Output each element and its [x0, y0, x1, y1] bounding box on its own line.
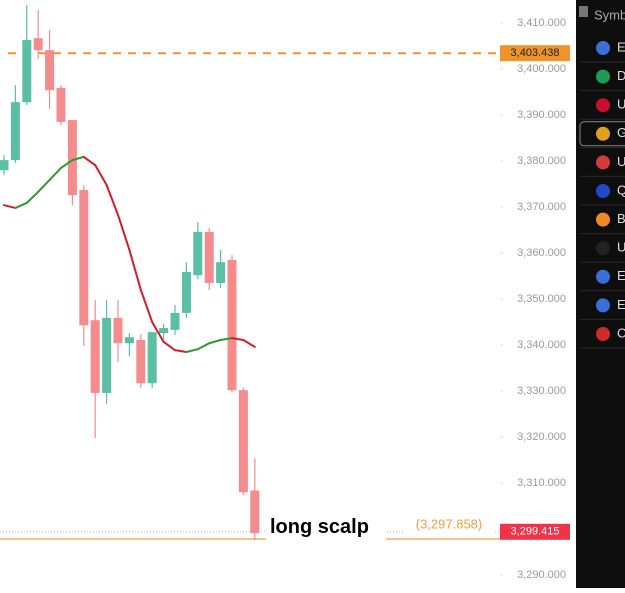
- y-tick-label: 3,380.000: [517, 155, 566, 167]
- ma-segment: [60, 159, 74, 169]
- symbol-name: E: [617, 297, 625, 312]
- candle-body: [0, 160, 9, 171]
- symbol-icon: [596, 69, 610, 84]
- candle-body: [113, 317, 123, 344]
- symbol-name: C: [617, 325, 625, 340]
- candle-body: [170, 312, 180, 330]
- y-tick-label: 3,360.000: [517, 247, 566, 259]
- candle-body: [102, 317, 112, 393]
- y-tick-label: 3,370.000: [517, 201, 566, 213]
- y-tick-label: 3,290.000: [517, 569, 566, 581]
- support-label-bg: [404, 516, 494, 535]
- ma-segment: [117, 213, 131, 251]
- symbol-icon: [596, 184, 610, 198]
- symbol-icon: [596, 155, 610, 170]
- symbol-name: D: [617, 68, 625, 83]
- sidebar-selected: [579, 121, 625, 147]
- symbol-name: E: [617, 39, 625, 54]
- y-tick-label: 3,340.000: [517, 339, 566, 351]
- symbol-icon: [596, 126, 610, 141]
- ma-segment: [174, 349, 188, 353]
- ma-segment: [185, 348, 199, 353]
- ma-segment: [242, 339, 256, 348]
- candle-body: [33, 38, 43, 51]
- y-tick-label: 3,400.000: [517, 63, 566, 75]
- symbol-name: U: [617, 154, 625, 169]
- symbol-name: G: [617, 125, 625, 140]
- symbol-name: B: [617, 211, 625, 226]
- ma-segment: [94, 164, 108, 186]
- header-icon: [579, 6, 588, 17]
- candle-body: [124, 337, 134, 344]
- candle-body: [181, 271, 191, 313]
- candle-body: [147, 332, 157, 384]
- symbol-icon: [596, 41, 610, 55]
- ma-segment: [139, 288, 154, 324]
- ma-segment: [25, 190, 40, 204]
- annotation: long scalp: [270, 516, 369, 538]
- candle-body: [22, 40, 32, 103]
- symbol-icon: [596, 241, 610, 256]
- symbol-name: U: [617, 97, 625, 112]
- ma-segment: [231, 337, 245, 342]
- candle-body: [10, 102, 20, 161]
- alert-label-bg: [500, 45, 570, 62]
- ma-segment: [3, 204, 17, 209]
- candle-body: [216, 262, 226, 283]
- alert-label: 3,403.438: [511, 47, 560, 59]
- candle-body: [79, 190, 89, 326]
- symbol-icon: [596, 327, 610, 341]
- ma-segment: [105, 183, 119, 216]
- y-tick-label: 3,350.000: [517, 293, 566, 305]
- y-tick-label: 3,320.000: [517, 431, 566, 443]
- candle-body: [45, 50, 55, 91]
- symbol-name: U: [617, 240, 625, 255]
- candle-body: [250, 490, 260, 534]
- sidebar: [576, 0, 625, 588]
- candle-body: [227, 259, 237, 391]
- ma-segment: [14, 201, 28, 209]
- y-tick-label: 3,310.000: [517, 477, 566, 489]
- candle-body: [136, 340, 146, 384]
- candle-body: [193, 231, 203, 276]
- symbol-icon: [596, 98, 610, 113]
- symbol-icon: [596, 269, 610, 284]
- ma-segment: [71, 155, 85, 162]
- ma-segment: [82, 155, 97, 167]
- last-price-bg: [500, 523, 570, 540]
- last-price-label: 3,299.415: [511, 526, 560, 538]
- candle-body: [90, 320, 100, 393]
- candle-body: [238, 390, 248, 493]
- symbol-name: Q: [617, 182, 625, 197]
- ma-segment: [37, 178, 51, 193]
- ma-segment: [208, 339, 222, 345]
- symbol-icon: [596, 298, 610, 313]
- candle-body: [159, 328, 169, 334]
- candle-body: [56, 87, 66, 122]
- ma-segment: [128, 248, 142, 291]
- ma-segment: [48, 166, 62, 181]
- y-tick-label: 3,410.000: [517, 17, 566, 29]
- candle-body: [67, 120, 77, 196]
- ma-segment: [151, 321, 165, 343]
- annotation-bg: [266, 522, 386, 549]
- symbol-icon: [596, 212, 610, 227]
- y-tick-label: 3,390.000: [517, 109, 566, 121]
- ma-segment: [196, 342, 211, 351]
- ma-segment: [162, 340, 176, 352]
- ma-segment: [219, 337, 233, 342]
- support-label: (3,297.858): [416, 516, 483, 531]
- y-tick-label: 3,330.000: [517, 385, 566, 397]
- candle-body: [204, 231, 214, 283]
- sidebar-header: Symb: [594, 7, 625, 22]
- symbol-name: E: [617, 268, 625, 283]
